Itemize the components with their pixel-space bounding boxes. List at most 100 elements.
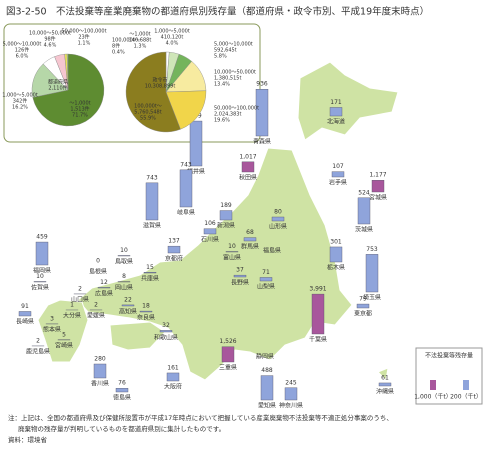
slice-percent: 13.4% [214,82,230,88]
slice-range: 10,000〜50,000t [214,70,256,76]
value-label: 1 [70,301,74,308]
prefecture-label: 北海道 [327,118,345,126]
value-label: 37 [236,267,244,274]
bar [166,372,180,382]
slice-range: 〜1,000t [129,32,150,38]
okinawa [377,367,389,382]
slice-count: 1,380,515t [214,76,241,82]
slice-count: 98件 [44,36,55,43]
value-label: 10 [120,247,128,254]
pie-title: 都道府県 [48,79,68,86]
value-label: 5 [62,331,66,338]
prefecture-label: 宮崎県 [55,342,73,350]
value-label: 76 [118,380,126,387]
slice-range: 5,000〜10,000t [3,42,42,48]
prefecture-label: 山形県 [269,223,287,231]
value-label: 459 [36,234,48,241]
slice-percent: 71.7% [72,113,88,119]
prefecture-label: 熊本県 [43,326,61,334]
prefecture-label: 佐賀県 [31,284,49,292]
prefecture-label: 埼玉県 [363,294,381,302]
bar [365,254,379,293]
honshu [77,147,353,381]
bar [241,161,255,173]
prefecture-label: 島根県 [89,268,107,276]
slice-count: 592,645t [214,48,237,54]
slice-range: 1,000〜5,000t [2,93,38,99]
prefecture-label: 茨城県 [355,226,373,234]
bar [203,228,217,235]
value-label: 189 [220,202,232,209]
prefecture-label: 愛媛県 [87,312,105,320]
value-label: 32 [162,322,170,329]
note: 廃棄物の残存量が判明しているものを都道府県別に集計したものです。 [18,424,225,433]
pie-slice [125,51,181,133]
slice-percent: 1.1% [78,41,91,47]
source: 資料：環境省 [8,435,48,444]
prefecture-label: 岩手県 [329,179,347,187]
value-label: 245 [285,379,297,386]
slice-percent: 4.6% [44,43,57,49]
legend-bar [463,380,469,390]
bar [329,107,343,117]
bar [18,311,32,317]
slice-count: 140,688t [129,38,152,44]
value-label: 91 [21,303,29,310]
bar [159,330,173,333]
prefecture-label: 広島県 [95,290,113,298]
bar [271,216,285,222]
bar [179,169,193,208]
slice-count: 23件 [78,34,89,41]
pie-total: 2,110件 [48,85,67,92]
prefecture-label: 東京都 [354,310,372,318]
bar [221,346,235,363]
legend-box [415,347,483,405]
bar [97,287,111,289]
bar [143,272,157,274]
slice-percent: 55.9% [140,116,156,122]
hokkaido [297,61,399,141]
value-label: 68 [246,229,254,236]
value-label: 743 [180,161,192,168]
prefecture-label: 京都府 [165,255,183,263]
prefecture-label: 大阪府 [164,383,182,391]
value-label: 18 [142,303,150,310]
value-label: 936 [256,81,268,88]
bar [329,246,343,263]
slice-percent: 16.2% [12,105,28,111]
bar [378,382,392,387]
legend-label: 200（千t） [450,393,482,401]
bar [243,237,257,242]
slice-range: 50,000〜100,000t [214,106,259,112]
slice-range: 5,000〜10,000t [214,42,253,48]
pie-title: 政令市 [152,77,167,84]
value-label: 8 [122,273,126,280]
bar [233,274,247,278]
pie-slice [32,53,105,127]
bar [225,251,239,253]
value-label: 2 [36,337,40,344]
prefecture-label: 青森県 [253,138,271,146]
bar [93,363,107,379]
prefecture-label: 神奈川県 [279,402,303,410]
prefecture-label: 沖縄県 [376,388,394,396]
prefecture-label: 福島県 [263,247,281,255]
value-label: 10 [36,273,44,280]
value-label: 3 [50,315,54,322]
prefecture-label: 新潟県 [217,222,235,230]
shikoku [109,321,166,351]
legend-bar [430,380,436,390]
bar [371,180,385,193]
bar [145,182,159,221]
value-label: 10 [228,243,236,250]
note: 注：上記は、全国の都道府県及び保健所設置市が平成17年時点において把握している産… [8,413,393,422]
slice-percent: 6.0% [16,54,29,60]
bar [33,281,47,283]
prefecture-label: 徳島県 [113,394,131,402]
value-label: 79 [359,296,367,303]
slice-count: 2,024,383t [214,112,241,118]
kyushu [37,299,89,363]
bar [117,255,131,257]
